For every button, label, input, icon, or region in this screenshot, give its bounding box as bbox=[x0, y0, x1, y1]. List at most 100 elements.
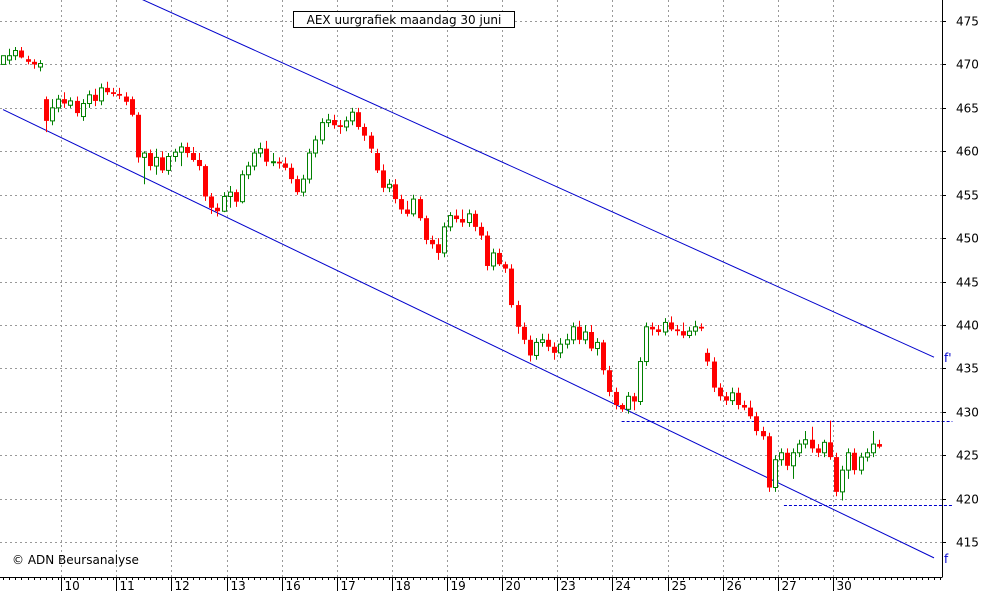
candle-body-up bbox=[638, 361, 643, 403]
candle-body-up bbox=[803, 439, 808, 445]
candle-body-up bbox=[773, 459, 778, 489]
candle-body-up bbox=[99, 87, 104, 102]
candle-body-down bbox=[460, 219, 465, 223]
candle-body-down bbox=[130, 99, 135, 115]
x-tick-label: 26 bbox=[727, 579, 742, 593]
candle-body-down bbox=[185, 146, 190, 154]
candle-body-down bbox=[418, 199, 423, 219]
y-tick-label: 465 bbox=[956, 102, 979, 116]
candle-body-up bbox=[846, 452, 851, 471]
candle-body-down bbox=[381, 170, 386, 188]
candle-body-down bbox=[828, 442, 833, 458]
x-tick-label: 30 bbox=[837, 579, 852, 593]
candle-body-up bbox=[791, 452, 796, 467]
candle-body-down bbox=[736, 392, 741, 405]
candle-body-down bbox=[399, 199, 404, 210]
candle-body-down bbox=[754, 416, 759, 432]
candle-body-down bbox=[816, 448, 821, 453]
trend-line-label: f' bbox=[944, 351, 952, 365]
y-tick-label: 430 bbox=[956, 406, 979, 420]
candle-body-up bbox=[1, 55, 6, 65]
candle-body-up bbox=[730, 392, 735, 402]
candle-body-down bbox=[614, 391, 619, 405]
candle-body-down bbox=[516, 305, 521, 327]
x-tick-label: 27 bbox=[782, 579, 797, 593]
candle-layer bbox=[1, 47, 882, 501]
candle-body-up bbox=[350, 111, 355, 122]
candle-body-up bbox=[228, 191, 233, 197]
candle-body-down bbox=[430, 239, 435, 245]
candle-body-down bbox=[111, 92, 116, 94]
candle-body-up bbox=[320, 122, 325, 141]
candle-body-down bbox=[577, 326, 582, 340]
x-tick-label: 24 bbox=[616, 579, 631, 593]
candle-body-up bbox=[822, 441, 827, 454]
candle-body-down bbox=[503, 264, 508, 269]
candle-body-up bbox=[693, 326, 698, 332]
copyright-label: © ADN Beursanalyse bbox=[12, 553, 139, 567]
candle-body-up bbox=[411, 198, 416, 215]
candle-body-down bbox=[656, 329, 661, 333]
x-tick-label: 25 bbox=[672, 579, 687, 593]
candle-body-up bbox=[38, 63, 43, 68]
candle-body-up bbox=[626, 395, 631, 410]
x-tick-label: 17 bbox=[341, 579, 356, 593]
candle-body-up bbox=[644, 326, 649, 363]
candle-body-down bbox=[552, 346, 557, 353]
x-tick-label: 12 bbox=[175, 579, 190, 593]
candle-body-down bbox=[528, 339, 533, 356]
x-tick-label: 20 bbox=[506, 579, 521, 593]
x-tick-label: 18 bbox=[396, 579, 411, 593]
candle-body-down bbox=[32, 61, 37, 65]
candle-body-down bbox=[546, 339, 551, 347]
candle-body-down bbox=[264, 148, 269, 162]
candle-body-down bbox=[454, 215, 459, 220]
candle-body-up bbox=[326, 119, 331, 124]
candle-body-up bbox=[56, 98, 61, 109]
candle-body-down bbox=[62, 99, 67, 104]
candle-body-down bbox=[509, 268, 514, 306]
candle-body-down bbox=[393, 184, 398, 200]
candle-body-down bbox=[632, 396, 637, 402]
y-tick-label: 475 bbox=[956, 15, 979, 29]
candle-body-down bbox=[295, 179, 300, 193]
candle-body-up bbox=[583, 331, 588, 341]
candle-body-down bbox=[289, 167, 294, 180]
y-tick-label: 425 bbox=[956, 449, 979, 463]
axis-layer: 415 420 425 430 435 440 445 450 455 460 465 470 475 1… bbox=[0, 0, 979, 593]
candle-body-down bbox=[203, 166, 208, 197]
candle-body-down bbox=[522, 326, 527, 340]
candle-body-down bbox=[191, 153, 196, 160]
candle-body-down bbox=[362, 126, 367, 136]
candle-body-up bbox=[663, 321, 668, 333]
candle-body-up bbox=[448, 215, 453, 228]
candle-body-down bbox=[277, 161, 282, 164]
candle-body-up bbox=[871, 443, 876, 454]
candle-body-up bbox=[87, 94, 92, 105]
candle-body-down bbox=[338, 125, 343, 127]
trend-line bbox=[142, 0, 935, 358]
candle-body-up bbox=[50, 107, 55, 122]
candle-body-down bbox=[761, 431, 766, 437]
candle-body-up bbox=[271, 161, 276, 164]
candle-body-down bbox=[877, 444, 882, 447]
candle-body-down bbox=[209, 196, 214, 208]
candle-body-up bbox=[442, 226, 447, 254]
candle-body-down bbox=[718, 387, 723, 397]
x-tick-label: 13 bbox=[231, 579, 246, 593]
candle-body-down bbox=[283, 163, 288, 168]
candle-body-up bbox=[865, 452, 870, 458]
x-tick-label: 11 bbox=[120, 579, 135, 593]
candle-body-down bbox=[124, 96, 129, 102]
candle-body-down bbox=[44, 99, 49, 121]
y-tick-label: 415 bbox=[956, 536, 979, 550]
candle-body-down bbox=[650, 326, 655, 330]
y-tick-label: 420 bbox=[956, 493, 979, 507]
candle-body-down bbox=[19, 50, 24, 58]
candle-body-up bbox=[687, 330, 692, 336]
candle-body-down bbox=[436, 244, 441, 253]
y-tick-label: 460 bbox=[956, 145, 979, 159]
candle-body-up bbox=[246, 165, 251, 176]
candle-body-up bbox=[540, 339, 545, 343]
